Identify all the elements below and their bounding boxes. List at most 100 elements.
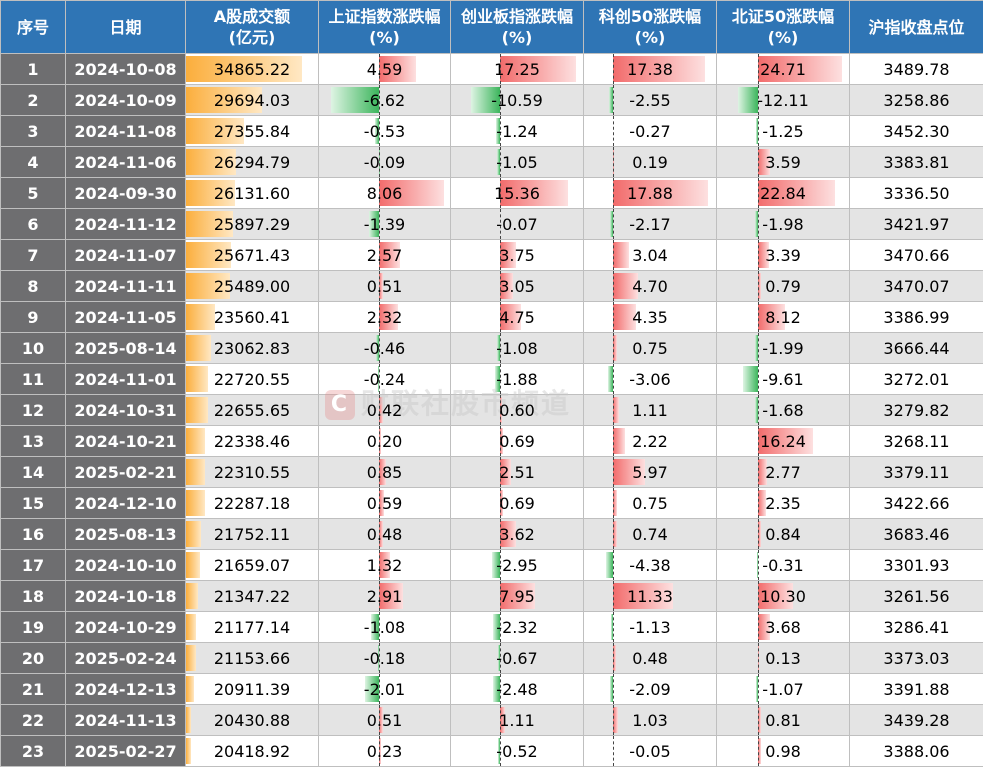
volume-cell: 21153.66 [186,643,319,674]
volume-value: 23062.83 [186,339,318,358]
change-value: -12.11 [757,91,809,110]
change-cell-cy: -1.08 [451,333,584,364]
change-cell-bz: 0.84 [717,519,850,550]
row-index: 15 [1,488,66,519]
change-value: 0.42 [367,401,403,420]
change-cell-kc: 17.38 [584,54,717,85]
volume-value: 27355.84 [186,122,318,141]
change-value: -4.38 [629,556,670,575]
change-value: 0.81 [765,711,801,730]
row-index: 7 [1,240,66,271]
row-index: 10 [1,333,66,364]
change-cell-kc: 4.35 [584,302,717,333]
negative-bar [743,366,758,392]
change-cell-kc: -4.38 [584,550,717,581]
change-cell-sh: 4.59 [319,54,451,85]
change-value: 0.23 [367,742,403,761]
close-cell: 3391.88 [850,674,983,705]
change-value: 7.95 [499,587,535,606]
header-bse50-change: 北证50涨跌幅(%) [717,1,850,54]
header-chinext-line1: 创业板指涨跌幅 [461,7,573,26]
change-value: 0.85 [367,463,403,482]
change-cell-cy: 17.25 [451,54,584,85]
change-value: 0.13 [765,649,801,668]
header-volume: A股成交额(亿元) [186,1,319,54]
volume-cell: 25897.29 [186,209,319,240]
change-value: 1.11 [632,401,668,420]
change-value: 3.75 [499,246,535,265]
volume-cell: 22720.55 [186,364,319,395]
change-value: 17.25 [494,60,540,79]
change-cell-bz: 24.71 [717,54,850,85]
negative-bar [738,87,757,113]
positive-bar [613,428,625,454]
row-date: 2024-10-10 [66,550,186,581]
volume-cell: 22310.55 [186,457,319,488]
close-cell: 3268.11 [850,426,983,457]
change-cell-kc: -2.09 [584,674,717,705]
change-value: -3.06 [629,370,670,389]
row-index: 16 [1,519,66,550]
change-cell-bz: -1.99 [717,333,850,364]
volume-cell: 21659.07 [186,550,319,581]
change-cell-kc: 5.97 [584,457,717,488]
volume-cell: 25671.43 [186,240,319,271]
change-value: -1.39 [364,215,405,234]
row-index: 14 [1,457,66,488]
close-cell: 3261.56 [850,581,983,612]
row-index: 11 [1,364,66,395]
change-value: -2.55 [629,91,670,110]
row-index: 3 [1,116,66,147]
change-value: 0.75 [632,494,668,513]
change-cell-cy: -1.05 [451,147,584,178]
zero-axis [758,54,759,84]
row-date: 2024-10-09 [66,85,186,116]
row-date: 2024-11-01 [66,364,186,395]
change-cell-cy: 0.69 [451,488,584,519]
change-value: -2.95 [496,556,537,575]
row-index: 12 [1,395,66,426]
change-value: -1.88 [496,370,537,389]
zero-axis [758,426,759,456]
row-index: 6 [1,209,66,240]
zero-axis [613,85,614,115]
change-cell-cy: -10.59 [451,85,584,116]
row-index: 1 [1,54,66,85]
change-cell-bz: -0.31 [717,550,850,581]
volume-value: 20418.92 [186,742,318,761]
zero-axis [758,271,759,301]
volume-cell: 23062.83 [186,333,319,364]
zero-axis [613,271,614,301]
volume-value: 26131.60 [186,184,318,203]
row-index: 4 [1,147,66,178]
change-value: 4.70 [632,277,668,296]
zero-axis [758,302,759,332]
change-cell-sh: -1.39 [319,209,451,240]
change-cell-sh: 0.48 [319,519,451,550]
change-value: 11.33 [627,587,673,606]
change-cell-kc: 0.74 [584,519,717,550]
zero-axis [758,581,759,611]
change-cell-bz: 22.84 [717,178,850,209]
change-cell-cy: 0.69 [451,426,584,457]
change-cell-kc: -1.13 [584,612,717,643]
change-cell-cy: -1.88 [451,364,584,395]
zero-axis [758,705,759,735]
zero-axis [758,736,759,766]
change-value: 1.32 [367,556,403,575]
zero-axis [613,581,614,611]
zero-axis [613,240,614,270]
change-cell-bz: 0.13 [717,643,850,674]
close-cell: 3258.86 [850,85,983,116]
